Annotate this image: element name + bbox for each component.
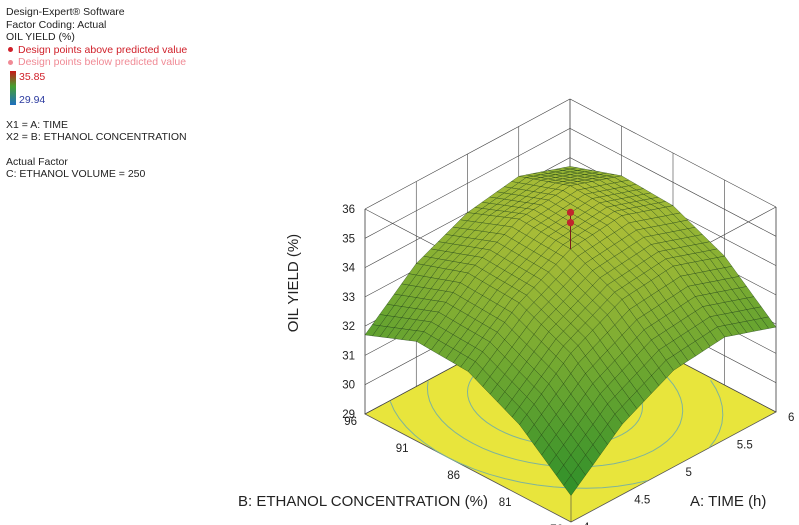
color-scale-bar: [10, 70, 16, 105]
actual-factor-title: Actual Factor: [6, 155, 68, 168]
z-axis-label: OIL YIELD (%): [285, 234, 302, 332]
info-panel: Design-Expert® Software Factor Coding: A…: [6, 6, 187, 181]
above-point-icon: [8, 47, 13, 53]
x2-label: X2 = B: ETHANOL CONCENTRATION: [6, 131, 187, 143]
z-tick-label: 34: [342, 263, 355, 275]
scale-min-label: 29.94: [19, 94, 46, 106]
z-tick-label: 29: [342, 409, 355, 421]
z-tick-label: 32: [342, 321, 355, 333]
legend-above-label: Design points above predicted value: [18, 43, 188, 56]
software-label: Design-Expert® Software: [6, 6, 125, 18]
design-point: [566, 219, 575, 227]
tick-labels: 293031323334353644.555.567681869196: [342, 204, 794, 525]
z-tick-label: 35: [342, 233, 355, 245]
legend-below: Design points below predicted value: [6, 56, 187, 69]
x-tick-label: 5: [686, 467, 692, 479]
z-tick-label: 33: [342, 292, 355, 304]
factor-coding-label: Factor Coding: Actual: [6, 18, 107, 31]
legend-above: Design points above predicted value: [6, 44, 187, 57]
actual-factor-value: C: ETHANOL VOLUME = 250: [6, 168, 146, 180]
scale-max-label: 35.85: [19, 70, 46, 83]
x-tick-label: 4: [583, 522, 590, 525]
x-axis-label: A: TIME (h): [690, 493, 766, 510]
response-label: OIL YIELD (%): [6, 31, 75, 43]
y-axis-label: B: ETHANOL CONCENTRATION (%): [238, 493, 488, 510]
z-tick-label: 36: [342, 204, 355, 216]
response-surface: [364, 166, 777, 496]
color-scale: 35.85 29.94: [6, 70, 187, 107]
z-tick-label: 31: [342, 350, 355, 362]
y-tick-label: 96: [344, 416, 357, 428]
y-tick-label: 86: [447, 470, 460, 482]
x-tick-label: 6: [788, 412, 794, 424]
below-point-icon: [8, 59, 13, 65]
design-point: [566, 208, 575, 216]
design-points: [566, 208, 575, 249]
y-tick-label: 81: [499, 497, 512, 509]
surface-cell: [563, 475, 579, 496]
legend-below-label: Design points below predicted value: [18, 56, 187, 68]
y-tick-label: 91: [396, 443, 409, 455]
x-tick-label: 5.5: [737, 440, 753, 452]
x1-label: X1 = A: TIME: [6, 118, 68, 131]
x-tick-label: 4.5: [634, 495, 650, 507]
z-tick-label: 30: [342, 380, 355, 392]
